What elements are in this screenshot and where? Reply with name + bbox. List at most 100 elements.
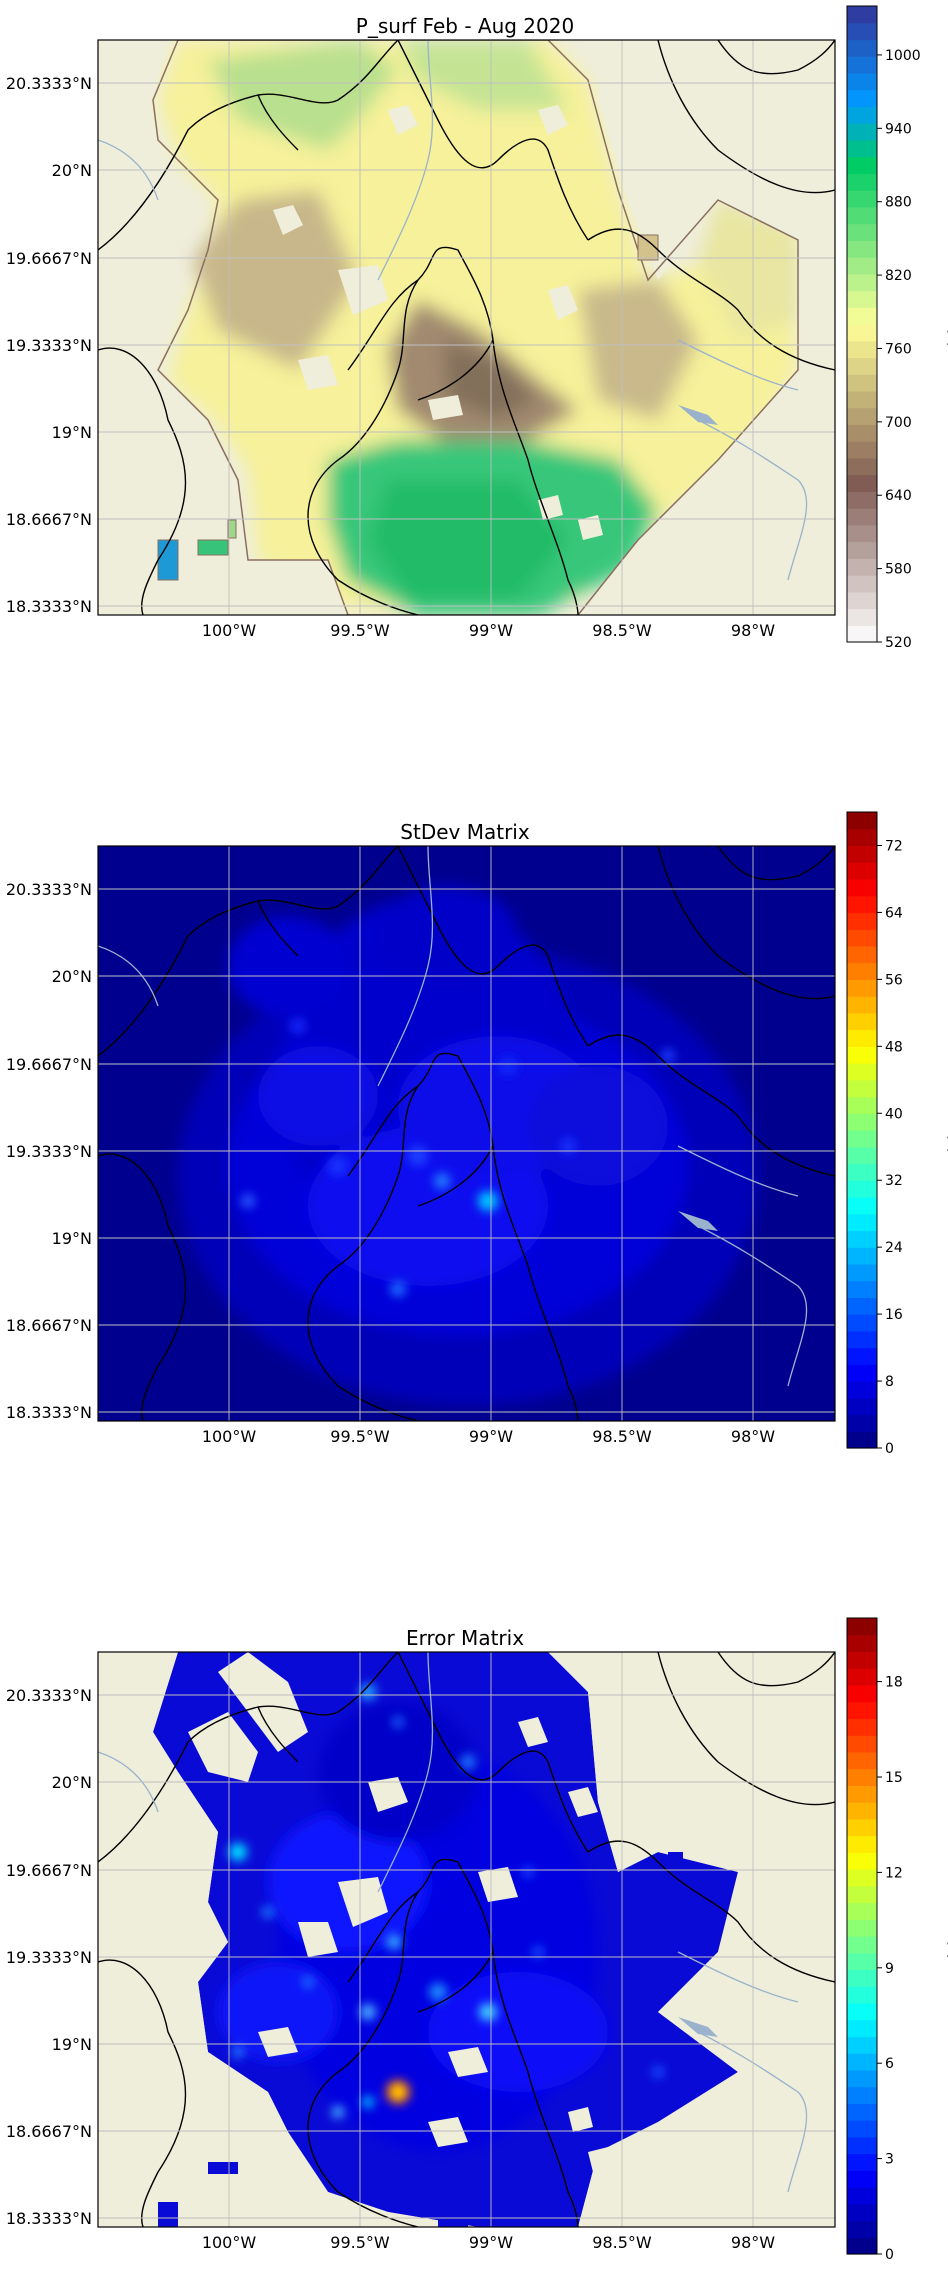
- y-tick-label: 18.3333°N: [6, 1403, 92, 1422]
- colorbar-band: [847, 1297, 877, 1315]
- y-tick-label: 19.6667°N: [6, 1055, 92, 1074]
- colorbar-band: [847, 1180, 877, 1198]
- y-tick-label: 20.3333°N: [6, 74, 92, 93]
- colorbar-band: [847, 862, 877, 880]
- colorbar-tick-label: 580: [885, 562, 912, 578]
- x-tick-labels: 100°W 99.5°W 99°W 98.5°W 98°W: [202, 621, 775, 640]
- colorbar-band: [847, 290, 877, 308]
- colorbar-band: [847, 2203, 877, 2222]
- colorbar-band: [847, 1768, 877, 1786]
- colorbar-band: [847, 39, 877, 57]
- colorbar-band: [847, 2220, 877, 2238]
- colorbar-band: [847, 173, 877, 191]
- colorbar-band: [847, 424, 877, 442]
- colorbar-band: [847, 1280, 877, 1298]
- colorbar-band: [847, 625, 877, 643]
- y-tick-label: 18.3333°N: [6, 2209, 92, 2228]
- colorbar-tick-label: 1000: [885, 48, 921, 64]
- colorbar-band: [847, 340, 877, 359]
- panel-psurf: P_surf Feb - Aug 2020: [6, 5, 948, 651]
- colorbar-band: [847, 324, 877, 342]
- colorbar-band: [847, 2002, 877, 2021]
- x-tick-labels: 100°W 99.5°W 99°W 98.5°W 98°W: [202, 1427, 775, 1446]
- colorbar-label: hbar: [944, 300, 948, 347]
- stdev-field: [178, 886, 758, 1406]
- colorbar-band: [847, 1818, 877, 1837]
- colorbar-tick-label: 520: [885, 635, 912, 651]
- x-tick-label: 99.5°W: [330, 2233, 390, 2252]
- gridlines: [98, 1652, 835, 2227]
- colorbar-band: [847, 89, 877, 108]
- colorbar-band: [847, 1381, 877, 1399]
- y-tick-label: 20.3333°N: [6, 1686, 92, 1705]
- colorbar-tick-label: 18: [885, 1675, 903, 1691]
- pressure-field: [158, 40, 798, 615]
- colorbar-tick-label: 12: [885, 1865, 903, 1881]
- x-tick-label: 98.5°W: [592, 621, 652, 640]
- colorbar-band: [847, 156, 877, 174]
- y-tick-label: 19°N: [52, 423, 92, 442]
- colorbar-tick-label: 760: [885, 341, 912, 357]
- x-tick-labels: 100°W 99.5°W 99°W 98.5°W 98°W: [202, 2233, 775, 2252]
- colorbar-band: [847, 2103, 877, 2121]
- error-hotspots: [229, 1684, 664, 2118]
- map-area: [97, 845, 836, 1422]
- colorbar-tick-label: 820: [885, 268, 912, 284]
- chart-title: StDev Matrix: [400, 820, 530, 844]
- colorbar-band: [847, 1802, 877, 1820]
- x-tick-label: 99.5°W: [330, 1427, 390, 1446]
- colorbar-band: [847, 575, 877, 593]
- colorbar-band: [847, 56, 877, 74]
- x-tick-label: 98.5°W: [592, 1427, 652, 1446]
- colorbar-band: [847, 524, 877, 543]
- colorbar-tick-label: 16: [885, 1307, 903, 1323]
- colorbar-band: [847, 1347, 877, 1365]
- colorbar-band: [847, 1096, 877, 1114]
- colorbar-band: [847, 206, 877, 225]
- colorbar-band: [847, 945, 877, 964]
- colorbar-tick-label: 15: [885, 1770, 903, 1786]
- y-tick-label: 18.6667°N: [6, 1316, 92, 1335]
- colorbar-band: [847, 390, 877, 409]
- colorbar-band: [847, 508, 877, 526]
- colorbar-band: [847, 190, 877, 208]
- colorbar-tick-label: 940: [885, 121, 912, 137]
- x-tick-label: 99°W: [469, 1427, 513, 1446]
- colorbar-band: [847, 1684, 877, 1703]
- colorbar-tick-label: 48: [885, 1039, 903, 1055]
- chart-title: P_surf Feb - Aug 2020: [356, 14, 574, 38]
- colorbar-band: [847, 996, 877, 1014]
- colorbar-band: [847, 223, 877, 241]
- region-outline: [152, 40, 799, 615]
- map-area: [97, 1651, 836, 2228]
- y-tick-label: 19°N: [52, 1229, 92, 1248]
- gridlines: [98, 846, 835, 1421]
- colorbar-band: [847, 1247, 877, 1265]
- x-tick-label: 98°W: [731, 1427, 775, 1446]
- colorbar-band: [847, 139, 877, 158]
- colorbar-band: [847, 1651, 877, 1669]
- y-tick-label: 19.3333°N: [6, 1142, 92, 1161]
- y-tick-label: 19.6667°N: [6, 249, 92, 268]
- colorbar-band: [847, 1852, 877, 1870]
- error-mask-holes: [98, 1652, 835, 2227]
- y-tick-label: 20°N: [52, 1773, 92, 1792]
- colorbar-band: [847, 558, 877, 576]
- colorbar-band: [847, 845, 877, 863]
- colorbar-band: [847, 2170, 877, 2188]
- x-tick-label: 98.5°W: [592, 2233, 652, 2252]
- colorbar-band: [847, 1230, 877, 1248]
- colorbar-band: [847, 1668, 877, 1686]
- y-tick-label: 20°N: [52, 161, 92, 180]
- colorbar-band: [847, 1113, 877, 1131]
- colorbar-tick-label: 9: [885, 1961, 894, 1977]
- colorbar-band: [847, 2069, 877, 2088]
- colorbar-band: [847, 878, 877, 897]
- colorbar-band: [847, 895, 877, 914]
- colorbar-band: [847, 1364, 877, 1382]
- colorbar-tick-label: 40: [885, 1106, 903, 1122]
- y-tick-label: 20°N: [52, 967, 92, 986]
- colorbar-band: [847, 307, 877, 325]
- colorbar-band: [847, 441, 877, 459]
- colorbar-tick-label: 880: [885, 195, 912, 211]
